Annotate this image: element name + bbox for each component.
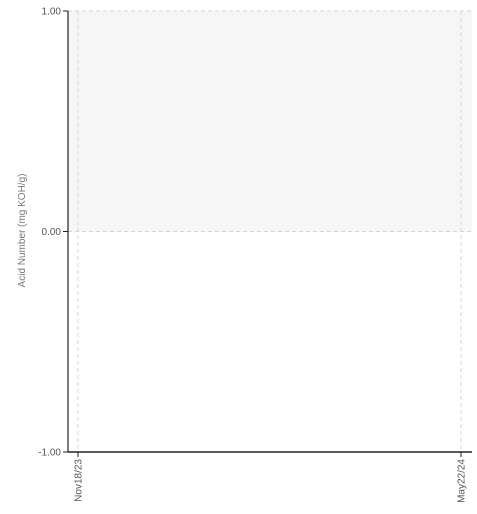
shaded-band <box>68 11 472 232</box>
y-tick-label: -1.00 <box>38 448 61 459</box>
tick-marks <box>63 10 462 457</box>
x-tick-label: May22/24 <box>457 459 468 503</box>
y-tick-label: 1.00 <box>42 7 62 18</box>
y-tick-label: 0.00 <box>42 227 62 238</box>
y-axis-title: Acid Number (mg KOH/g) <box>17 174 28 288</box>
tick-labels: 1.00 0.00 -1.00 Nov18/23 May22/24 <box>38 7 467 503</box>
grid-lines <box>68 10 472 452</box>
x-tick-label: Nov18/23 <box>74 459 85 502</box>
